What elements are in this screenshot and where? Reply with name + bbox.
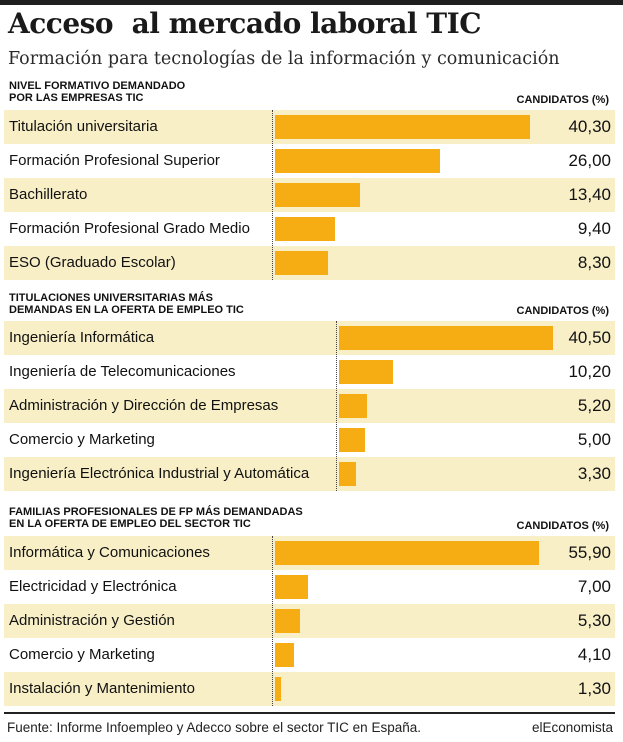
category-label: Informática y Comunicaciones: [9, 544, 210, 561]
table-row: Informática y Comunicaciones 55,90: [4, 536, 615, 570]
bar: [275, 217, 335, 241]
category-label: Formación Profesional Superior: [9, 152, 220, 169]
value-column-header: CANDIDATOS (%): [516, 94, 609, 106]
page-title: Acceso al mercado laboral TIC: [8, 7, 482, 40]
chart-section-titulaciones: TITULACIONES UNIVERSITARIAS MÁS DEMANDAS…: [0, 292, 623, 491]
category-label: Administración y Dirección de Empresas: [9, 397, 279, 414]
value-column-header: CANDIDATOS (%): [516, 305, 609, 317]
bar: [339, 428, 366, 452]
data-label: 9,40: [577, 219, 611, 238]
table-row: Electricidad y Electrónica 7,00: [4, 570, 615, 604]
page-subtitle: Formación para tecnologías de la informa…: [8, 49, 560, 69]
data-label: 5,00: [577, 430, 611, 449]
category-label: Ingeniería de Telecomunicaciones: [9, 363, 236, 380]
data-label: 7,00: [577, 577, 611, 596]
category-label: Electricidad y Electrónica: [9, 578, 177, 595]
bar: [339, 360, 393, 384]
table-row: Ingeniería de Telecomunicaciones 10,20: [4, 355, 615, 389]
table-row: Comercio y Marketing 5,00: [4, 423, 615, 457]
category-label: Instalación y Mantenimiento: [9, 680, 195, 697]
data-label: 3,30: [577, 464, 611, 483]
table-row: Ingeniería Electrónica Industrial y Auto…: [4, 457, 615, 491]
table-row: Formación Profesional Grado Medio 9,40: [4, 212, 615, 246]
bar: [275, 677, 282, 701]
bar: [339, 326, 553, 350]
table-row: Titulación universitaria 40,30: [4, 110, 615, 144]
category-label: Comercio y Marketing: [9, 431, 155, 448]
bar-rows: Titulación universitaria 40,30 Formación P…: [4, 110, 615, 280]
dotted-divider: [272, 110, 273, 280]
category-label: Bachillerato: [9, 186, 88, 203]
section-title: NIVEL FORMATIVO DEMANDADO POR LAS EMPRES…: [9, 80, 186, 104]
bar: [275, 643, 295, 667]
data-label: 10,20: [568, 362, 611, 381]
bar: [275, 149, 440, 173]
bar: [275, 609, 300, 633]
section-title: FAMILIAS PROFESIONALES DE FP MÁS DEMANDA…: [9, 506, 303, 530]
data-label: 40,30: [568, 117, 611, 136]
category-label: Comercio y Marketing: [9, 646, 155, 663]
dotted-divider: [272, 536, 273, 706]
footer-rule: [4, 712, 615, 714]
data-label: 40,50: [568, 328, 611, 347]
table-row: Administración y Gestión 5,30: [4, 604, 615, 638]
brand-logo-text: elEconomista: [531, 720, 613, 735]
category-label: ESO (Graduado Escolar): [9, 254, 176, 271]
data-label: 5,20: [577, 396, 611, 415]
top-rule: [0, 0, 623, 5]
category-label: Formación Profesional Grado Medio: [9, 220, 250, 237]
table-row: Administración y Dirección de Empresas 5,…: [4, 389, 615, 423]
bar-rows: Ingeniería Informática 40,50 Ingeniería de…: [4, 321, 615, 491]
category-label: Administración y Gestión: [9, 612, 175, 629]
chart-section-familias-fp: FAMILIAS PROFESIONALES DE FP MÁS DEMANDA…: [0, 506, 623, 706]
category-label: Ingeniería Electrónica Industrial y Auto…: [9, 465, 310, 482]
bar: [275, 575, 309, 599]
category-label: Titulación universitaria: [9, 118, 158, 135]
table-row: Bachillerato 13,40: [4, 178, 615, 212]
data-label: 8,30: [577, 253, 611, 272]
data-label: 55,90: [568, 543, 611, 562]
data-label: 5,30: [577, 611, 611, 630]
chart-section-nivel-formativo: NIVEL FORMATIVO DEMANDADO POR LAS EMPRES…: [0, 80, 623, 280]
table-row: Formación Profesional Superior 26,00: [4, 144, 615, 178]
data-label: 1,30: [577, 679, 611, 698]
bar: [275, 183, 360, 207]
bar-rows: Informática y Comunicaciones 55,90 Electri…: [4, 536, 615, 706]
table-row: Comercio y Marketing 4,10: [4, 638, 615, 672]
table-row: Ingeniería Informática 40,50: [4, 321, 615, 355]
data-label: 26,00: [568, 151, 611, 170]
category-label: Ingeniería Informática: [9, 329, 155, 346]
bar: [275, 251, 328, 275]
section-title: TITULACIONES UNIVERSITARIAS MÁS DEMANDAS…: [9, 292, 244, 316]
bar: [275, 541, 539, 565]
table-row: ESO (Graduado Escolar) 8,30: [4, 246, 615, 280]
source-note: Fuente: Informe Infoempleo y Adecco sobr…: [7, 720, 421, 735]
bar: [339, 462, 357, 486]
data-label: 4,10: [577, 645, 611, 664]
bar: [275, 115, 530, 139]
table-row: Instalación y Mantenimiento 1,30: [4, 672, 615, 706]
bar: [339, 394, 367, 418]
data-label: 13,40: [568, 185, 611, 204]
dotted-divider: [336, 321, 337, 491]
value-column-header: CANDIDATOS (%): [516, 520, 609, 532]
